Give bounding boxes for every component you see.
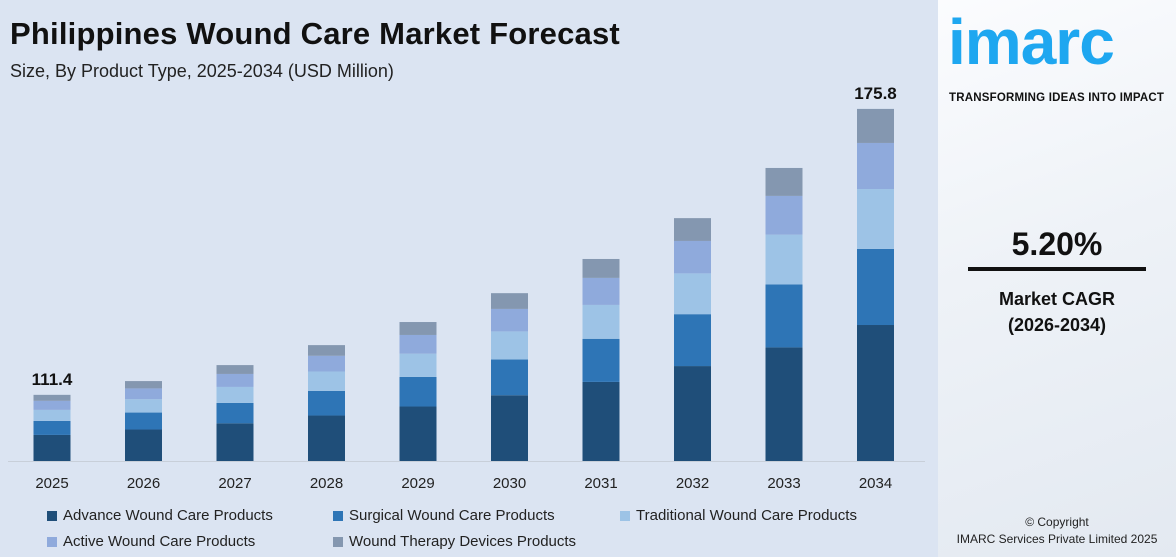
tagline: TRANSFORMING IDEAS INTO IMPACT (949, 92, 1165, 104)
bar-segment-2029-3 (399, 334, 437, 354)
bar-segment-2029-1 (399, 376, 437, 407)
imarc-logo: imarc (948, 6, 1115, 78)
stacked-bar-chart: 2025 111.4 2026 2027 2028 2029 2030 2031 2032 203… (8, 84, 925, 492)
bar-segment-2025-3 (33, 400, 71, 410)
bar-segment-2025-1 (33, 420, 71, 435)
bar-segment-2030-2 (491, 331, 528, 360)
bar-segment-2027-4 (216, 365, 254, 374)
legend-swatch (47, 536, 57, 547)
cagr-label-text: Market CAGR (998, 289, 1116, 309)
bar-segment-2028-0 (308, 415, 345, 461)
legend-swatch (620, 510, 630, 521)
bar-segment-2033-2 (765, 234, 803, 285)
bar-segment-2032-2 (674, 273, 711, 315)
bar-segment-2031-0 (582, 381, 620, 461)
bar-segment-2034-0 (857, 325, 894, 461)
cagr-period: (2026-2034) (1007, 315, 1107, 335)
copyright: © Copyright (1025, 515, 1089, 529)
legend-swatch (333, 510, 343, 521)
data-label-2034: 175.8 (854, 84, 897, 103)
bar-segment-2028-4 (308, 345, 345, 356)
x-tick-label: 2028 (310, 475, 343, 492)
legend-label: Wound Therapy Devices Products (349, 533, 577, 550)
x-tick-label: 2034 (859, 475, 892, 492)
x-tick-label: 2032 (676, 475, 709, 492)
cagr-label: Market CAGR (2026-2034) (938, 286, 1176, 338)
bar-segment-2029-0 (399, 406, 437, 461)
x-tick-label: 2029 (401, 475, 434, 492)
bar-segment-2034-3 (857, 142, 894, 190)
bar-segment-2030-3 (491, 308, 528, 332)
bar-segment-2034-4 (857, 108, 894, 143)
bar-segment-2029-2 (399, 353, 437, 377)
brand-panel: imarc TRANSFORMING IDEAS INTO IMPACT 5.2… (938, 0, 1176, 557)
legend-item: Wound Therapy Devices Products (333, 533, 576, 550)
bar-segment-2025-4 (33, 394, 71, 401)
legend-swatch (333, 536, 343, 547)
bar-segment-2034-2 (857, 189, 894, 249)
bar-segment-2033-4 (765, 167, 803, 196)
bar-segment-2032-4 (674, 218, 711, 241)
legend-item: Active Wound Care Products (47, 533, 255, 550)
bar-segment-2026-1 (125, 412, 162, 430)
bar-segment-2027-2 (216, 386, 254, 403)
bar-segment-2029-4 (399, 322, 437, 335)
bar-segment-2026-2 (125, 399, 162, 413)
bar-segment-2025-0 (33, 434, 71, 461)
bar-segment-2026-0 (125, 429, 162, 461)
legend-swatch (47, 510, 57, 521)
bar-segment-2030-1 (491, 359, 528, 396)
legend-label: Active Wound Care Products (63, 533, 256, 550)
bar-segment-2030-0 (491, 395, 528, 461)
bar-segment-2031-3 (582, 277, 620, 305)
chart-title: Philippines Wound Care Market Forecast (10, 16, 620, 51)
legend-item: Surgical Wound Care Products (333, 507, 555, 524)
bar-segment-2028-3 (308, 355, 345, 372)
bar-segment-2026-3 (125, 388, 162, 400)
bar-segment-2031-4 (582, 258, 620, 278)
bar-segment-2034-1 (857, 248, 894, 326)
x-tick-label: 2027 (218, 475, 251, 492)
chart-panel: Philippines Wound Care Market Forecast S… (8, 16, 925, 550)
bar-segment-2031-1 (582, 338, 620, 382)
x-tick-label: 2025 (35, 475, 68, 492)
bar-segment-2033-1 (765, 284, 803, 348)
bar-segment-2028-1 (308, 390, 345, 416)
chart-subtitle: Size, By Product Type, 2025-2034 (USD Mi… (10, 61, 394, 81)
x-tick-label: 2031 (584, 475, 617, 492)
cagr-divider (968, 267, 1146, 271)
legend-label: Surgical Wound Care Products (349, 507, 555, 524)
bar-segment-2028-2 (308, 371, 345, 391)
x-tick-label: 2030 (493, 475, 526, 492)
bar-segment-2032-1 (674, 314, 711, 367)
bar-segment-2031-2 (582, 304, 620, 339)
bar-segment-2026-4 (125, 381, 162, 389)
bar-segment-2025-2 (33, 409, 71, 421)
bar-segment-2033-3 (765, 195, 803, 235)
bar-segment-2032-3 (674, 240, 711, 274)
bar-segment-2030-4 (491, 293, 528, 309)
bar-segment-2027-3 (216, 373, 254, 387)
x-tick-label: 2033 (767, 475, 800, 492)
company-name: IMARC Services Private Limited 2025 (956, 532, 1158, 546)
bar-segment-2027-1 (216, 402, 254, 424)
legend-label: Advance Wound Care Products (63, 507, 273, 524)
data-label-2025: 111.4 (32, 370, 73, 389)
bar-segment-2032-0 (674, 366, 711, 461)
legend-item: Advance Wound Care Products (47, 507, 273, 524)
cagr-value: 5.20% (1011, 226, 1103, 262)
bar-segment-2027-0 (216, 423, 254, 461)
x-tick-label: 2026 (127, 475, 160, 492)
bar-segment-2033-0 (765, 347, 803, 461)
legend-item: Traditional Wound Care Products (620, 507, 857, 524)
legend-label: Traditional Wound Care Products (636, 507, 857, 524)
